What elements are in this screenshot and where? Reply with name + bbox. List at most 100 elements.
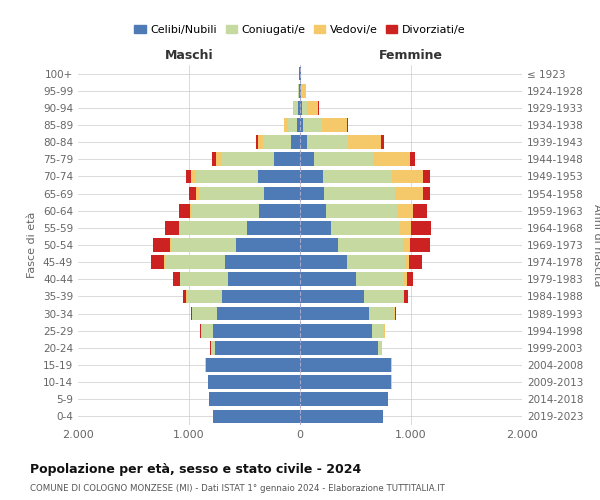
Bar [411, 221, 431, 234]
Bar [347, 256, 406, 269]
Bar [300, 238, 338, 252]
Bar [206, 358, 300, 372]
Bar [307, 136, 348, 149]
Bar [164, 221, 179, 234]
Bar [236, 238, 300, 252]
Y-axis label: Anni di nascita: Anni di nascita [592, 204, 600, 286]
Bar [263, 136, 291, 149]
Bar [348, 136, 381, 149]
Bar [299, 84, 300, 98]
Bar [300, 84, 301, 98]
Bar [205, 358, 206, 372]
Bar [303, 118, 322, 132]
Bar [179, 221, 180, 234]
Bar [258, 136, 263, 149]
Bar [404, 272, 407, 286]
Bar [215, 152, 221, 166]
Bar [395, 306, 396, 320]
Bar [214, 410, 300, 424]
Bar [208, 376, 300, 389]
Bar [259, 204, 300, 218]
Bar [355, 272, 404, 286]
Bar [373, 152, 410, 166]
Bar [288, 118, 296, 132]
Bar [209, 392, 300, 406]
Bar [300, 118, 303, 132]
Bar [256, 136, 258, 149]
Bar [293, 101, 295, 114]
Bar [295, 101, 298, 114]
Bar [331, 221, 400, 234]
Bar [301, 84, 302, 98]
Bar [423, 186, 430, 200]
Bar [180, 272, 228, 286]
Bar [212, 152, 215, 166]
Bar [164, 256, 224, 269]
Bar [300, 136, 307, 149]
Bar [179, 204, 190, 218]
Bar [395, 186, 423, 200]
Bar [284, 118, 288, 132]
Bar [191, 306, 192, 320]
Bar [364, 290, 403, 304]
Bar [221, 152, 274, 166]
Bar [323, 170, 392, 183]
Bar [291, 136, 300, 149]
Bar [180, 221, 247, 234]
Bar [190, 204, 193, 218]
Bar [183, 290, 186, 304]
Bar [300, 152, 314, 166]
Bar [154, 238, 170, 252]
Bar [372, 324, 385, 338]
Bar [413, 204, 427, 218]
Bar [300, 221, 331, 234]
Bar [302, 84, 306, 98]
Bar [322, 118, 347, 132]
Bar [223, 290, 300, 304]
Bar [193, 306, 217, 320]
Text: Femmine: Femmine [379, 50, 443, 62]
Bar [403, 238, 410, 252]
Bar [300, 256, 347, 269]
Bar [314, 152, 373, 166]
Bar [211, 341, 215, 354]
Bar [247, 221, 300, 234]
Bar [400, 221, 411, 234]
Bar [193, 204, 259, 218]
Bar [296, 118, 300, 132]
Bar [347, 118, 348, 132]
Bar [214, 324, 300, 338]
Bar [410, 238, 430, 252]
Bar [302, 101, 307, 114]
Bar [199, 186, 265, 200]
Bar [409, 256, 422, 269]
Text: Popolazione per età, sesso e stato civile - 2024: Popolazione per età, sesso e stato civil… [30, 462, 361, 475]
Bar [187, 290, 223, 304]
Bar [300, 272, 355, 286]
Bar [300, 170, 323, 183]
Bar [410, 152, 415, 166]
Bar [170, 238, 171, 252]
Bar [217, 306, 300, 320]
Bar [423, 170, 430, 183]
Bar [403, 290, 404, 304]
Text: Maschi: Maschi [164, 50, 214, 62]
Bar [300, 101, 302, 114]
Bar [300, 341, 378, 354]
Bar [407, 272, 413, 286]
Bar [171, 238, 236, 252]
Bar [189, 186, 196, 200]
Bar [258, 170, 300, 183]
Bar [201, 324, 214, 338]
Bar [406, 256, 409, 269]
Bar [173, 272, 179, 286]
Bar [300, 290, 364, 304]
Bar [300, 324, 372, 338]
Bar [397, 204, 413, 218]
Bar [300, 392, 388, 406]
Bar [326, 204, 397, 218]
Bar [300, 410, 383, 424]
Bar [196, 170, 258, 183]
Bar [381, 136, 385, 149]
Bar [391, 358, 392, 372]
